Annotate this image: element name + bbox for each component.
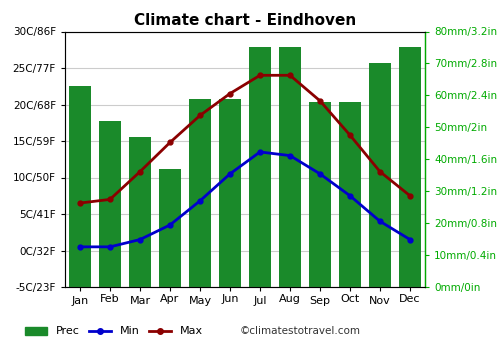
- Bar: [69, 86, 91, 287]
- Bar: [249, 48, 271, 287]
- Text: Aug: Aug: [279, 294, 301, 303]
- Text: Dec: Dec: [399, 294, 421, 303]
- Bar: [189, 99, 211, 287]
- Bar: [369, 63, 391, 287]
- Text: Apr: Apr: [160, 294, 180, 303]
- Text: Feb: Feb: [100, 294, 120, 303]
- Text: Oct: Oct: [340, 294, 359, 303]
- Title: Climate chart - Eindhoven: Climate chart - Eindhoven: [134, 13, 356, 28]
- Bar: [219, 99, 241, 287]
- Legend: Prec, Min, Max: Prec, Min, Max: [20, 322, 208, 341]
- Bar: [129, 137, 151, 287]
- Bar: [339, 102, 361, 287]
- Bar: [399, 48, 421, 287]
- Text: ©climatestotravel.com: ©climatestotravel.com: [240, 326, 361, 336]
- Bar: [309, 102, 331, 287]
- Bar: [159, 169, 181, 287]
- Text: Jun: Jun: [221, 294, 239, 303]
- Bar: [279, 48, 301, 287]
- Bar: [99, 121, 121, 287]
